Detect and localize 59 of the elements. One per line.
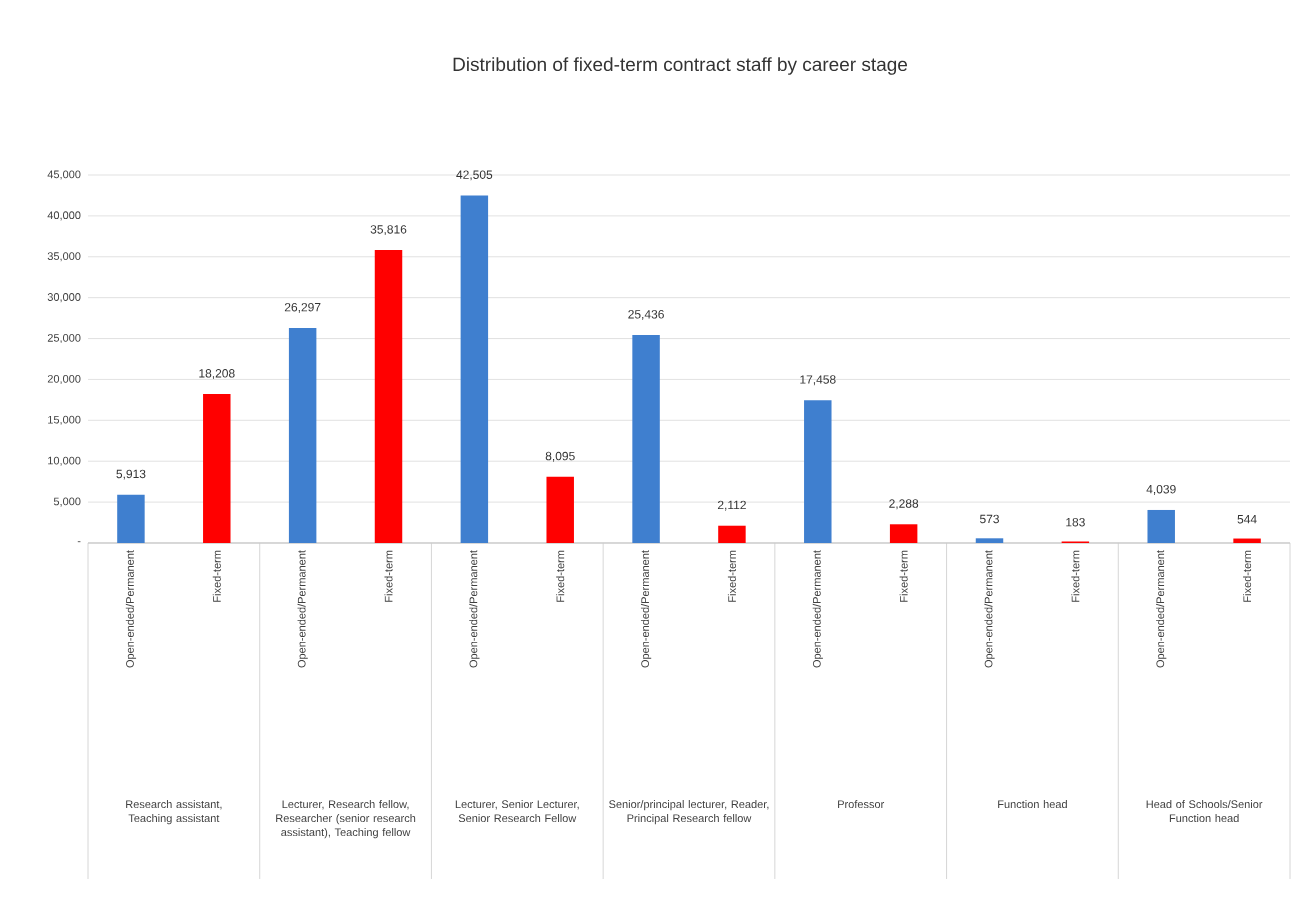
data-label: 17,458 xyxy=(800,375,836,386)
data-label: 573 xyxy=(979,514,999,524)
y-tick-label: 25,000 xyxy=(47,334,81,344)
bar xyxy=(804,400,832,543)
y-tick-label: - xyxy=(77,541,81,543)
text: Lecturer, Senior Lecturer, Senior Research Fellow xyxy=(455,800,579,823)
bar xyxy=(975,538,1004,543)
bar xyxy=(718,525,746,543)
data-label: 544 xyxy=(1237,515,1257,524)
x-tick-label: Open-ended/Permanent xyxy=(125,550,137,668)
bar xyxy=(460,195,489,543)
x-tick-label: Open-ended/Permanent xyxy=(297,550,308,668)
y-tick-label: 15,000 xyxy=(48,415,81,425)
chart-title: Distribution of fixed-term contract staff by career stage xyxy=(453,57,908,75)
y-tick-label: 35,000 xyxy=(47,252,81,262)
y-tick-label: 10,000 xyxy=(48,456,81,466)
data-label: 25,436 xyxy=(628,310,664,320)
data-label: 183 xyxy=(1066,517,1085,527)
data-label: 18,208 xyxy=(199,369,235,380)
x-tick-label: Fixed-term xyxy=(384,550,393,602)
data-label: 4,039 xyxy=(1146,484,1176,495)
bar xyxy=(546,476,574,543)
x-tick-label: Open-ended/Permanent xyxy=(984,550,995,668)
y-tick-label: 20,000 xyxy=(47,374,81,384)
y-tick-label: 40,000 xyxy=(47,211,81,221)
bar xyxy=(117,494,145,543)
bar xyxy=(374,250,403,543)
bar xyxy=(889,524,918,543)
data-label: 8,095 xyxy=(545,451,575,462)
x-tick-label: Fixed-term xyxy=(1243,550,1252,602)
bar xyxy=(288,327,317,543)
bar xyxy=(632,334,660,543)
text: Head of Schools/Senior Function head xyxy=(1146,800,1263,823)
data-label: 42,505 xyxy=(456,170,493,181)
text: Lecturer, Research fellow, Researcher (senior research assistant), Teaching fellow xyxy=(276,800,416,839)
bar xyxy=(1147,509,1175,543)
data-label: 2,288 xyxy=(889,499,919,510)
x-tick-label: Fixed-term xyxy=(556,550,565,602)
x-tick-label: Open-ended/Permanent xyxy=(812,550,823,668)
x-tick-label: Open-ended/Permanent xyxy=(1156,550,1167,668)
y-tick-label: 30,000 xyxy=(47,293,81,303)
text: Research assistant, Teaching assistant xyxy=(126,800,222,825)
y-tick-label: 45,000 xyxy=(47,170,81,180)
x-tick-label: Open-ended/Permanent xyxy=(469,550,480,668)
x-tick-label: Fixed-term xyxy=(1071,550,1080,602)
x-tick-label: Fixed-term xyxy=(212,550,221,602)
data-label: 35,816 xyxy=(370,225,407,236)
y-tick-label: 5,000 xyxy=(53,497,81,507)
data-label: 26,297 xyxy=(284,302,321,313)
data-label: 5,913 xyxy=(116,469,146,480)
x-tick-label: Fixed-term xyxy=(899,550,908,602)
text: Senior/principal lecturer, Reader, Principal Research fellow xyxy=(609,800,769,825)
text: Professor xyxy=(838,800,885,809)
bar xyxy=(1233,538,1261,543)
bar xyxy=(203,394,231,543)
text: Function head xyxy=(998,800,1067,809)
data-label: 2,112 xyxy=(717,500,746,511)
x-tick-label: Fixed-term xyxy=(727,550,736,602)
x-tick-label: Open-ended/Permanent xyxy=(640,550,652,668)
